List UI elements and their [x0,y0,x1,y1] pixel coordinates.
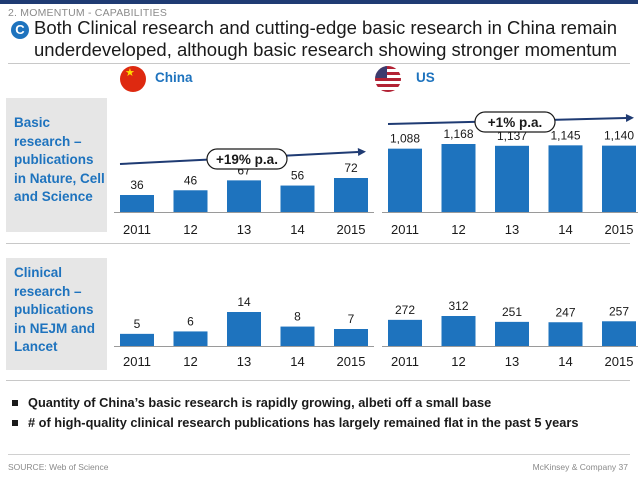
tick-label: 12 [451,222,465,237]
growth-annotation-box [206,148,288,170]
data-label: 251 [502,305,522,319]
key-takeaways: Quantity of China’s basic research is ra… [10,393,620,433]
data-label: 8 [294,310,301,324]
data-label: 257 [609,304,629,318]
tick-label: 13 [237,354,251,369]
tick-label: 2011 [391,354,419,369]
country-name-china: China [155,70,193,85]
bar [227,312,261,346]
bar [334,329,368,346]
row-label-box-clinical: Clinical research – publications in NEJM… [6,258,107,370]
page-title: Both Clinical research and cutting-edge … [34,17,618,60]
tick-label: 13 [505,222,519,237]
footer-brand-page: McKinsey & Company 37 [532,462,628,472]
footer-divider [8,454,630,455]
trend-arrow-head [357,148,366,156]
data-label: 5 [134,317,141,331]
bar [280,185,315,212]
bar [495,321,529,346]
row-label-box-basic: Basic research – publications in Nature,… [6,98,107,232]
data-label: 1,168 [443,127,473,141]
tick-label: 2011 [123,222,151,237]
data-label: 6 [187,314,194,328]
tick-label: 2015 [605,222,634,237]
tick-label: 14 [558,222,572,237]
takeaway-item: # of high-quality clinical research publ… [10,413,620,433]
data-label: 1,088 [390,132,420,146]
tick-label: 12 [451,354,465,369]
data-label: 247 [555,305,575,319]
tick-label: 13 [505,354,519,369]
title-divider [8,63,630,64]
bar [120,333,154,346]
growth-annotation: +1% p.a. [488,115,542,130]
country-name-us: US [416,70,435,85]
data-label: 1,140 [604,129,634,143]
row-label-clinical: Clinical research – publications in NEJM… [14,265,96,354]
data-label: 14 [237,295,251,309]
bar [173,190,208,212]
bar [120,195,154,212]
row-label-basic: Basic research – publications in Nature,… [14,115,105,204]
data-label: 272 [395,303,415,317]
data-label: 1,145 [550,128,580,142]
tick-label: 14 [290,354,304,369]
bar [602,321,636,346]
bar [441,316,476,346]
growth-annotation: +19% p.a. [216,152,278,167]
takeaway-item: Quantity of China’s basic research is ra… [10,393,620,413]
trend-arrow-head [625,114,634,122]
row-divider [6,243,630,244]
bar [173,331,208,346]
top-accent-bar [0,0,638,4]
bar [227,180,261,212]
bar [548,322,583,346]
bar [441,144,476,212]
tick-label: 14 [558,354,572,369]
section-badge: C [11,21,29,39]
bar [388,319,422,346]
section-label: 2. MOMENTUM - CAPABILITIES [8,7,168,19]
data-label: 7 [348,312,355,326]
data-label: 56 [291,169,305,183]
tick-label: 2011 [391,222,419,237]
bullets-divider [6,380,630,381]
china-flag-icon: ★ [120,66,146,92]
tick-label: 2015 [605,354,634,369]
tick-label: 2015 [337,222,366,237]
tick-label: 12 [183,222,197,237]
tick-label: 12 [183,354,197,369]
tick-label: 2015 [337,354,366,369]
data-label: 46 [184,173,198,187]
growth-annotation-box [474,111,556,133]
bar [388,148,422,212]
tick-label: 14 [290,222,304,237]
bar [548,145,583,212]
data-label: 36 [130,178,144,192]
data-label: 312 [448,299,468,313]
bar [495,145,529,212]
us-flag-icon [375,66,401,92]
bar [280,326,315,346]
tick-label: 13 [237,222,251,237]
bar [334,178,368,212]
data-label: 72 [344,161,358,175]
tick-label: 2011 [123,354,151,369]
bar [602,145,636,212]
source-note: SOURCE: Web of Science [8,462,109,472]
